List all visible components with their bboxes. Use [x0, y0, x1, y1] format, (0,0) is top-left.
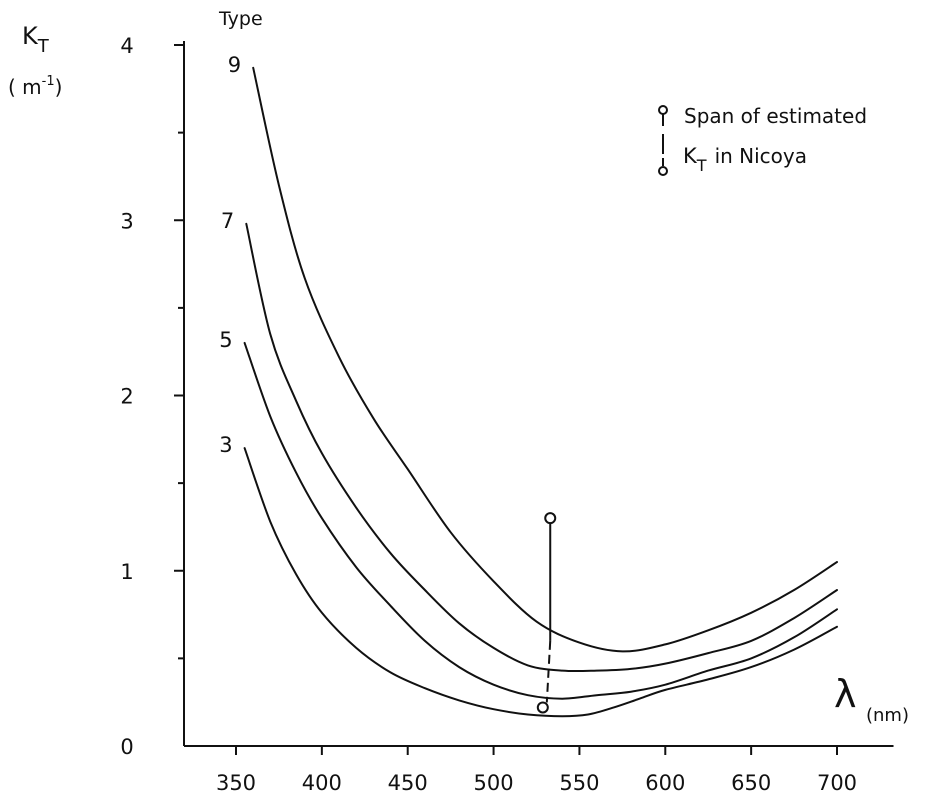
x-ticks: 350 400 450 500 550 600 650 700 — [216, 746, 857, 795]
x-tick-label: 600 — [645, 771, 685, 795]
y-axis-label: KT — [22, 22, 50, 57]
y-tick-label: 3 — [120, 209, 133, 233]
nicoya-span — [536, 512, 557, 714]
curve-label-type-7: 7 — [221, 209, 234, 233]
x-tick-label: 650 — [731, 771, 771, 795]
curve-label-type-3: 3 — [219, 433, 232, 457]
x-tick-label: 450 — [388, 771, 428, 795]
x-axis-unit: (nm) — [866, 705, 909, 726]
curve-label-type-5: 5 — [219, 328, 232, 352]
curve-label-type-9: 9 — [228, 53, 241, 77]
y-axis-subscript: T — [37, 36, 50, 57]
legend-span-marker-icon — [658, 105, 668, 176]
legend-line-2: KT in Nicoya — [683, 144, 807, 175]
curve-type-9 — [252, 66, 838, 653]
nicoya-span-top-point — [544, 512, 557, 525]
series-header: Type — [218, 8, 263, 30]
y-tick-label: 1 — [120, 560, 133, 584]
x-axis-symbol: λ — [834, 672, 857, 716]
legend-line-1: Span of estimated — [684, 104, 867, 128]
x-tick-label: 700 — [817, 771, 857, 795]
y-tick-label: 0 — [120, 735, 133, 759]
nicoya-span-bottom-point — [536, 701, 549, 714]
legend: Span of estimated KT in Nicoya — [658, 104, 867, 176]
y-tick-label: 4 — [120, 34, 133, 58]
curve-type-5 — [243, 341, 838, 700]
x-tick-label: 500 — [474, 771, 514, 795]
y-tick-label: 2 — [120, 385, 133, 409]
curve-type-3 — [243, 447, 838, 718]
y-axis-unit: ( m-1) — [8, 74, 62, 99]
curve-type-7 — [245, 222, 838, 673]
curve-labels: 9 7 5 3 — [219, 53, 241, 457]
curves — [243, 66, 838, 718]
x-tick-label: 400 — [302, 771, 342, 795]
y-ticks: 0 1 2 3 4 — [120, 34, 184, 759]
nicoya-span-dashed — [545, 640, 552, 703]
x-tick-label: 350 — [216, 771, 256, 795]
y-axis-symbol: K — [22, 22, 39, 50]
x-tick-label: 550 — [559, 771, 599, 795]
